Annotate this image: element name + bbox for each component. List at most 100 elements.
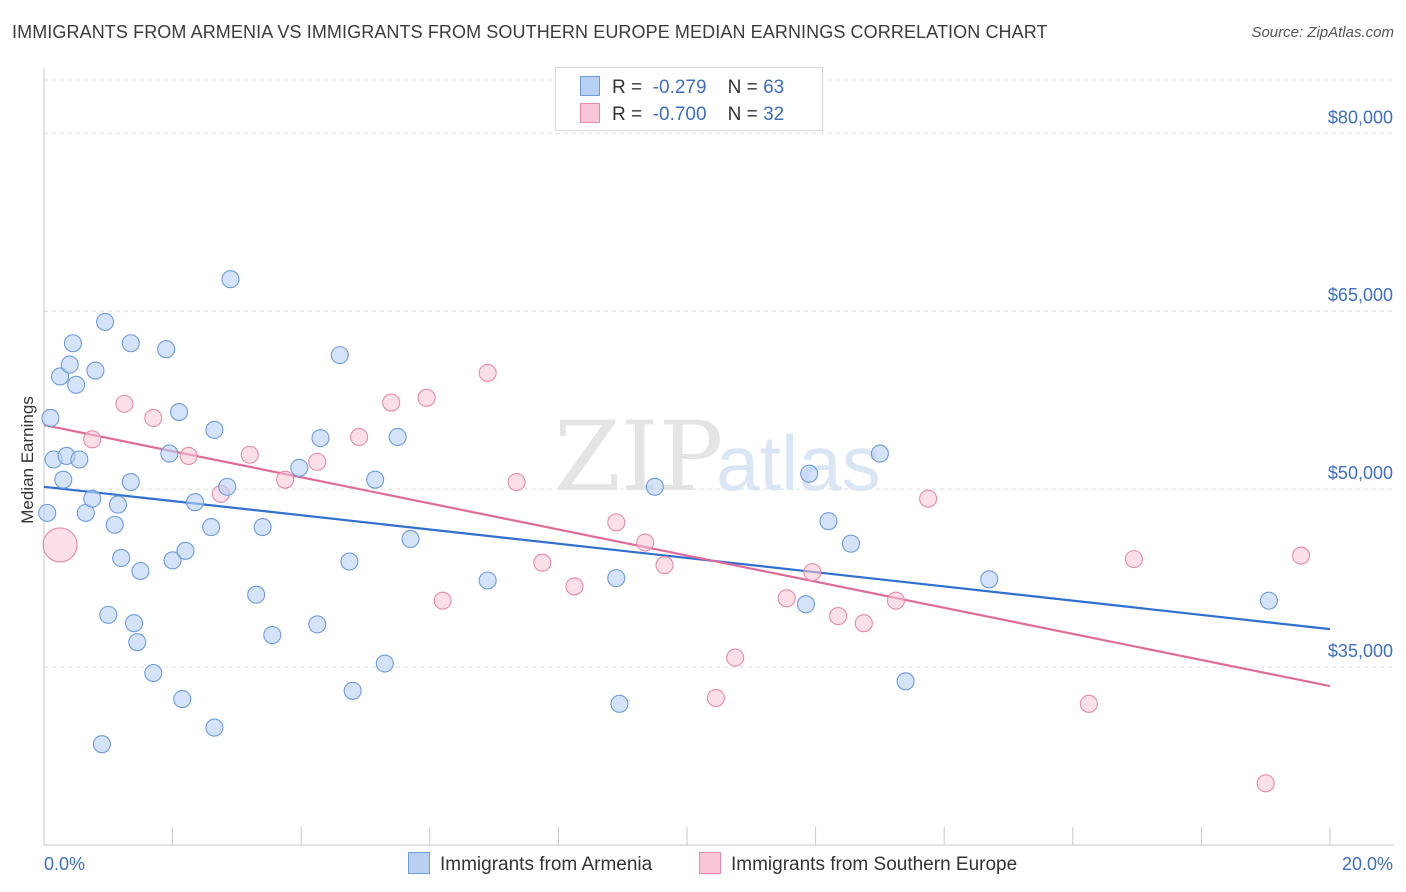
- southern-europe-legend-label: Immigrants from Southern Europe: [731, 854, 1018, 875]
- point-armenia: [60, 355, 79, 374]
- point-armenia: [290, 458, 309, 477]
- point-armenia: [896, 672, 915, 691]
- point-southern-europe: [1256, 774, 1275, 793]
- point-southern-europe: [565, 577, 584, 596]
- y-tick-label: $50,000: [1328, 463, 1393, 483]
- armenia-r-value: -0.279: [652, 77, 707, 98]
- point-armenia: [96, 312, 115, 331]
- watermark-zip: ZIP: [554, 401, 723, 513]
- legend-row-southern-europe: R = -0.700 N = 32: [580, 103, 784, 125]
- point-southern-europe: [726, 648, 745, 667]
- point-southern-europe: [240, 445, 259, 464]
- axes: [43, 68, 1394, 846]
- point-southern-europe: [417, 388, 436, 407]
- point-southern-europe: [886, 591, 906, 610]
- point-southern-europe: [636, 533, 655, 552]
- legend-item-armenia[interactable]: Immigrants from Armenia: [408, 852, 652, 876]
- point-armenia: [160, 444, 179, 463]
- point-armenia: [86, 361, 105, 380]
- point-armenia: [63, 334, 82, 353]
- point-armenia: [144, 663, 163, 683]
- point-southern-europe: [179, 446, 198, 465]
- y-axis-title: Median Earnings: [18, 396, 37, 524]
- southern-europe-r-value: -0.700: [652, 104, 707, 125]
- point-southern-europe: [1124, 550, 1143, 569]
- x-tick-label-end: 20.0%: [1342, 854, 1393, 874]
- point-armenia: [330, 346, 349, 365]
- point-southern-europe: [382, 393, 401, 412]
- point-southern-europe: [655, 556, 674, 575]
- point-armenia: [980, 570, 999, 589]
- point-armenia: [841, 534, 861, 553]
- armenia-legend-label: Immigrants from Armenia: [440, 854, 653, 875]
- point-southern-europe: [829, 607, 848, 626]
- point-armenia: [343, 681, 362, 700]
- point-armenia: [218, 477, 237, 496]
- point-armenia: [366, 470, 385, 489]
- point-southern-europe: [507, 472, 526, 492]
- point-armenia: [157, 340, 176, 359]
- point-armenia: [108, 495, 127, 514]
- point-armenia: [121, 472, 140, 492]
- point-armenia: [221, 270, 240, 289]
- legend-item-southern-europe[interactable]: Immigrants from Southern Europe: [699, 852, 1017, 876]
- source-credit: Source: ZipAtlas.com: [1251, 24, 1394, 41]
- armenia-n-value: 63: [763, 77, 785, 98]
- point-armenia: [478, 571, 497, 590]
- point-southern-europe: [854, 614, 873, 633]
- legend-row-armenia: R = -0.279 N = 63: [580, 76, 784, 98]
- southern-europe-points: [42, 363, 1311, 793]
- point-armenia: [311, 429, 330, 448]
- axis-labels: $35,000 $50,000 $65,000 $80,000 0.0% 20.0% Med…: [18, 107, 1393, 874]
- armenia-legend-swatch: [408, 852, 430, 874]
- point-armenia: [401, 529, 420, 549]
- point-southern-europe: [308, 452, 327, 471]
- point-armenia: [54, 470, 73, 489]
- southern-europe-legend-swatch: [699, 852, 721, 874]
- x-tick-label-start: 0.0%: [44, 854, 85, 874]
- point-armenia: [163, 551, 182, 570]
- correlation-legend: R = -0.279 N = 63 R = -0.700 N = 32: [555, 67, 823, 131]
- point-armenia: [247, 585, 266, 604]
- point-armenia: [70, 450, 89, 469]
- point-southern-europe: [478, 363, 497, 382]
- point-southern-europe: [919, 489, 938, 508]
- point-armenia: [169, 403, 189, 422]
- point-armenia: [263, 626, 282, 645]
- southern-europe-swatch: [580, 103, 600, 123]
- point-armenia: [607, 569, 626, 588]
- point-armenia: [92, 735, 111, 754]
- point-armenia: [128, 633, 147, 652]
- southern-europe-n-value: 32: [763, 104, 785, 125]
- point-armenia: [796, 595, 816, 614]
- southern-europe-n-label: N =: [727, 104, 758, 125]
- point-armenia: [112, 548, 131, 568]
- point-armenia: [38, 503, 57, 522]
- trend-line-southern-europe: [43, 424, 1331, 688]
- point-southern-europe: [83, 430, 102, 449]
- point-armenia: [610, 694, 629, 713]
- point-armenia: [645, 477, 664, 496]
- point-southern-europe: [533, 553, 552, 572]
- point-armenia: [202, 518, 221, 537]
- point-armenia: [205, 420, 224, 439]
- point-armenia: [870, 444, 889, 463]
- point-armenia: [67, 375, 86, 394]
- point-southern-europe: [115, 394, 134, 413]
- point-armenia: [121, 334, 140, 353]
- point-armenia: [800, 464, 819, 483]
- point-southern-europe: [42, 527, 78, 563]
- trend-lines: [43, 424, 1331, 688]
- chart-title: IMMIGRANTS FROM ARMENIA VS IMMIGRANTS FR…: [12, 22, 1048, 42]
- point-armenia: [173, 690, 192, 709]
- point-armenia: [51, 367, 70, 386]
- point-armenia: [308, 615, 327, 634]
- point-southern-europe: [276, 470, 295, 489]
- point-southern-europe: [706, 688, 725, 707]
- point-armenia: [253, 518, 272, 537]
- point-armenia: [99, 605, 118, 624]
- point-armenia: [1259, 591, 1278, 610]
- y-tick-label: $65,000: [1328, 285, 1393, 305]
- point-armenia: [388, 427, 407, 447]
